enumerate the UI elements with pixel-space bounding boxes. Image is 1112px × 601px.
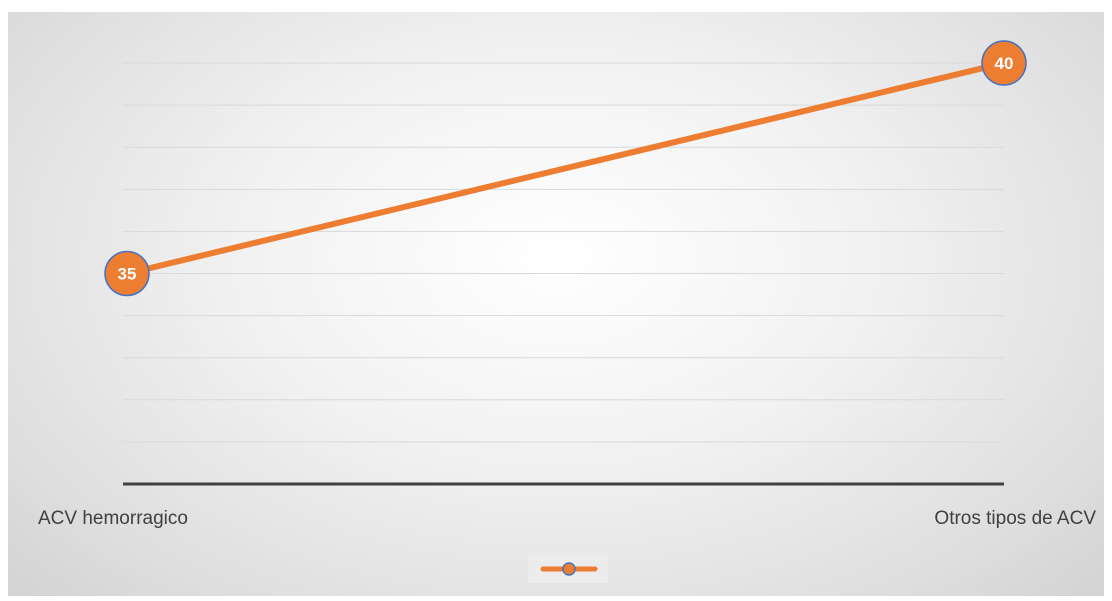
x-tick-label: Otros tipos de ACV	[934, 508, 1096, 529]
data-point	[981, 40, 1027, 86]
category-labels: ACV hemorragico Otros tipos de ACV	[38, 508, 1096, 529]
legend	[528, 555, 608, 583]
chart-area	[8, 12, 1104, 596]
data-label: 35	[118, 265, 137, 284]
series-line	[124, 60, 1007, 277]
gridlines	[123, 62, 1004, 443]
data-label: 40	[995, 54, 1014, 73]
series-group: 35 40	[104, 40, 1027, 297]
x-tick-label: ACV hemorragico	[38, 508, 188, 529]
legend-marker	[562, 562, 576, 576]
data-point	[104, 250, 150, 297]
